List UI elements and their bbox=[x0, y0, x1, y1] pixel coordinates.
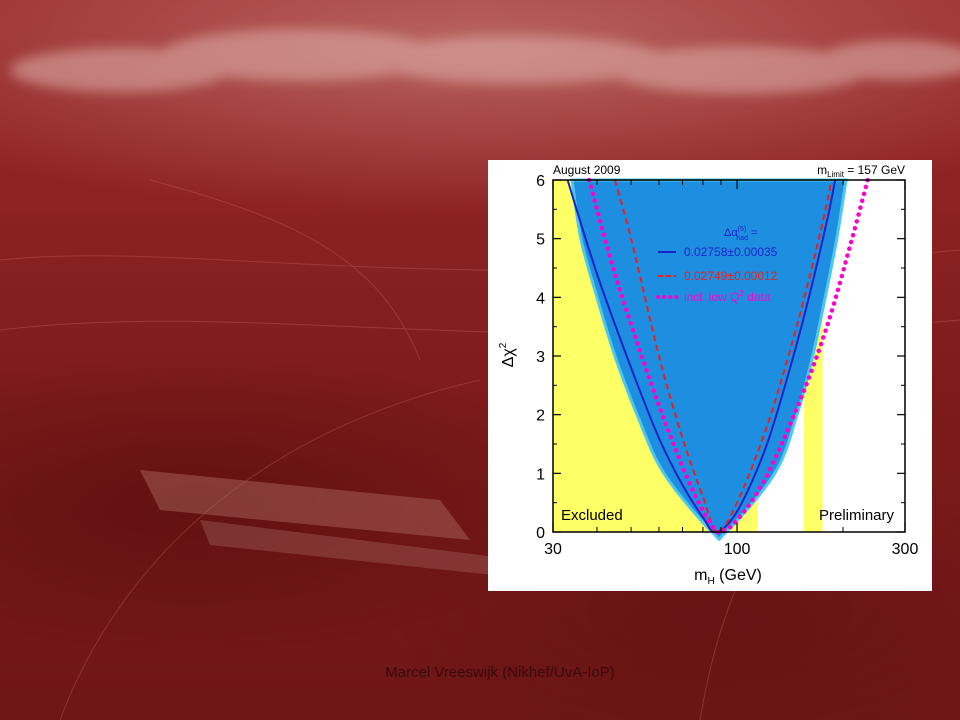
legend-label-series-2: incl. low Q2 data bbox=[684, 289, 771, 304]
header-right-sub: Limit bbox=[827, 170, 845, 179]
legend-heading-sub: had bbox=[736, 235, 748, 242]
y-tick-label-1: 1 bbox=[536, 466, 545, 483]
legend: Theory uncertainty Δα(5) had = 0.02758±0.… bbox=[656, 192, 792, 304]
legend-label-series-2-tail: data bbox=[744, 290, 771, 304]
legend-heading-main: Δα bbox=[724, 227, 738, 239]
chart-panel: 0 1 2 3 4 5 6 30 100 300 August 2009 mLimit = 157… bbox=[488, 160, 932, 591]
airport-runway bbox=[140, 470, 540, 580]
legend-label-series-1: 0.02749±0.00012 bbox=[684, 269, 778, 283]
legend-heading-tail: = bbox=[748, 227, 757, 239]
header-left: August 2009 bbox=[553, 163, 621, 177]
x-tick-label-2: 300 bbox=[892, 541, 919, 558]
y-tick-label-6: 6 bbox=[536, 173, 545, 190]
x-tick-label-1: 100 bbox=[724, 541, 751, 558]
legend-label-series-2-main: incl. low Q bbox=[684, 290, 739, 304]
x-axis-label-tail: (GeV) bbox=[715, 567, 762, 584]
y-axis-label-main: Δχ bbox=[500, 348, 517, 368]
header-right-main: m bbox=[817, 163, 827, 177]
legend-label-series-0: 0.02758±0.00035 bbox=[684, 245, 778, 259]
legend-label-series-2-sup: 2 bbox=[739, 289, 744, 298]
legend-heading: Δα(5) had = bbox=[724, 226, 757, 242]
x-axis-label: mH (GeV) bbox=[694, 567, 762, 587]
y-tick-label-4: 4 bbox=[536, 290, 545, 307]
header-right-tail: = 157 GeV bbox=[844, 163, 905, 177]
y-tick-label-5: 5 bbox=[536, 232, 545, 249]
region-label-excluded: Excluded bbox=[561, 507, 623, 524]
legend-band-swatch bbox=[656, 192, 678, 214]
x-axis-label-sub: H bbox=[707, 576, 714, 587]
footer-credit: Marcel Vreeswijk (Nikhef/UvA-IoP) bbox=[385, 664, 615, 681]
y-tick-label-0: 0 bbox=[536, 525, 545, 542]
y-axis-label-sup: 2 bbox=[498, 342, 509, 348]
legend-heading-sup: (5) bbox=[738, 226, 747, 233]
y-tick-label-2: 2 bbox=[536, 408, 545, 425]
cloud-band bbox=[10, 29, 960, 94]
header-right: mLimit = 157 GeV bbox=[817, 163, 905, 179]
y-axis-label: Δχ2 bbox=[498, 342, 517, 367]
legend-band-label: Theory uncertainty bbox=[684, 196, 792, 211]
x-axis-label-main: m bbox=[694, 567, 707, 584]
preliminary-label: Preliminary bbox=[819, 507, 895, 524]
x-tick-label-0: 30 bbox=[544, 541, 562, 558]
y-tick-label-3: 3 bbox=[536, 349, 545, 366]
axes-layer: 0 1 2 3 4 5 6 30 100 300 bbox=[536, 173, 918, 558]
series-line-1 bbox=[614, 179, 833, 533]
series-line-2 bbox=[586, 177, 870, 535]
